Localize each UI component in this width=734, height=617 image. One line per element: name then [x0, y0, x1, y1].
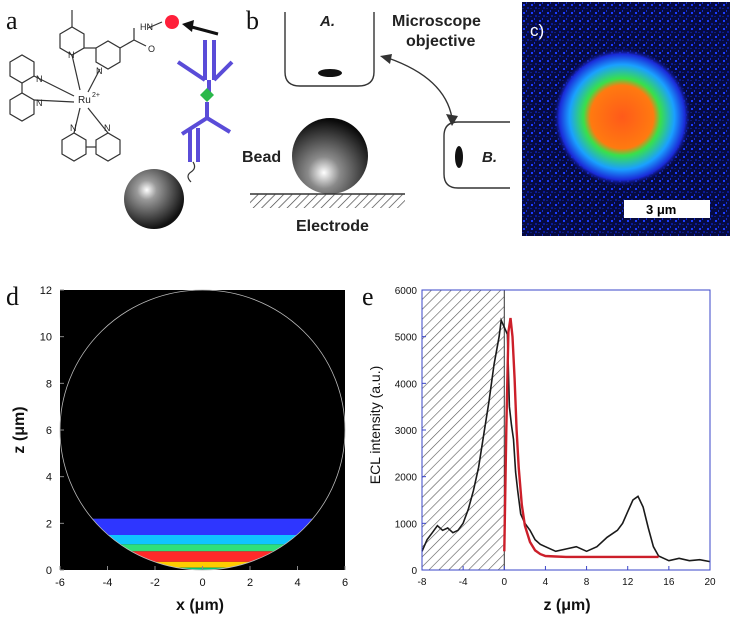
e-ytick-label: 5000 [395, 333, 418, 344]
e-xtick-label: 12 [622, 577, 634, 588]
e-ytick-label: 4000 [395, 379, 418, 390]
rotation-arrowhead-start [380, 54, 392, 64]
e-xtick-label: 20 [704, 577, 716, 588]
charge-label: 2+ [92, 92, 100, 99]
e-xtick-label: 16 [663, 577, 675, 588]
atom-label: N [96, 66, 103, 76]
ecl-spot [552, 47, 692, 187]
antibody-upper [176, 40, 234, 92]
panel-b-diagram: A. Microscope objective B. Bead Electrod… [242, 12, 510, 235]
panel-c-image: c) 3 μm [522, 2, 730, 236]
heatmap-band [60, 535, 345, 545]
panel-label-d: d [6, 282, 19, 311]
e-xlabel: z (μm) [543, 597, 590, 614]
panel-label-a: a [6, 6, 18, 35]
e-ylabel: ECL intensity (a.u.) [367, 366, 383, 485]
binding-arrowhead [182, 20, 194, 32]
d-ytick-label: 4 [46, 472, 52, 484]
scalebar-label: 3 μm [646, 202, 676, 217]
d-ylabel: z (μm) [11, 406, 28, 453]
e-xtick-label: -8 [418, 577, 427, 588]
panel-label-e: e [362, 282, 374, 311]
d-xtick-label: -6 [55, 577, 65, 589]
electrode-label: Electrode [296, 218, 369, 235]
d-xtick-label: 0 [199, 577, 205, 589]
rotation-arrow [387, 57, 453, 119]
d-ytick-label: 12 [40, 285, 52, 297]
amide-o-label: O [148, 44, 155, 54]
e-xtick-label: 4 [543, 577, 549, 588]
heatmap-band [60, 551, 345, 562]
e-xtick-label: 0 [502, 577, 508, 588]
linker [187, 161, 196, 183]
e-xtick-label: -4 [459, 577, 468, 588]
amide-nh-label: HN [140, 22, 153, 32]
atom-labels: N N N N N N Ru 2+ HN O [36, 22, 155, 133]
atom-label: N [36, 98, 43, 108]
e-ytick-label: 6000 [395, 286, 418, 297]
atom-label: N [104, 123, 111, 133]
d-xtick-label: 2 [247, 577, 253, 589]
ruthenium-complex [9, 10, 163, 162]
e-ytick-label: 0 [411, 566, 417, 577]
panel-label-b: b [246, 6, 259, 35]
d-xtick-label: 4 [294, 577, 300, 589]
objective-a [284, 12, 375, 87]
atom-label: N [36, 74, 43, 84]
scalebar-box [624, 200, 710, 218]
panel-e-chart: -8 -4 0 4 8 12 16 20 0 1000 2000 3000 4000 5000 6000 z… [367, 286, 716, 614]
objective-b [443, 121, 510, 189]
objective-b-label: B. [482, 149, 497, 166]
ruthenium-label: Ru [78, 95, 91, 106]
e-ytick-label: 2000 [395, 473, 418, 484]
ecl-label-dot [165, 15, 179, 29]
microscope-label: Microscope [392, 13, 481, 30]
rotation-arrowhead-end [446, 114, 458, 126]
heatmap-band [60, 544, 345, 552]
objective-a-lens-spot [318, 69, 342, 77]
d-ytick-label: 8 [46, 378, 52, 390]
electrode-hatch [250, 194, 405, 208]
e-series-line [503, 317, 659, 559]
antibody-lower [180, 102, 232, 162]
d-xtick-label: -4 [103, 577, 113, 589]
objective-a-label: A. [319, 13, 335, 30]
atom-label: N [70, 123, 77, 133]
d-xlabel: x (μm) [176, 597, 224, 614]
objective-b-lens-spot [455, 146, 463, 168]
electrode-hatched-region [422, 290, 505, 570]
panel-label-c: c) [530, 21, 544, 40]
heatmap-band [60, 561, 345, 568]
d-ytick-label: 0 [46, 565, 52, 577]
bead-a [124, 169, 184, 229]
e-ytick-label: 1000 [395, 519, 418, 530]
d-ytick-label: 6 [46, 425, 52, 437]
atom-label: N [68, 50, 75, 60]
bead-b [292, 118, 368, 194]
e-xtick-label: 8 [584, 577, 590, 588]
d-ytick-label: 10 [40, 332, 52, 344]
objective-label: objective [406, 33, 475, 50]
d-xtick-label: -2 [150, 577, 160, 589]
d-ytick-label: 2 [46, 518, 52, 530]
bead-label: Bead [242, 149, 281, 166]
e-ytick-label: 3000 [395, 426, 418, 437]
heatmap-band [60, 518, 345, 535]
panel-d-chart: -6 -4 -2 0 2 4 6 0 2 4 6 8 10 12 x (μm) z (μm) [11, 285, 348, 614]
d-xtick-label: 6 [342, 577, 348, 589]
binding-arrow [187, 24, 219, 36]
panel-a-diagram: N N N N N N Ru 2+ HN O [9, 10, 234, 229]
antigen-diamond [200, 88, 214, 102]
